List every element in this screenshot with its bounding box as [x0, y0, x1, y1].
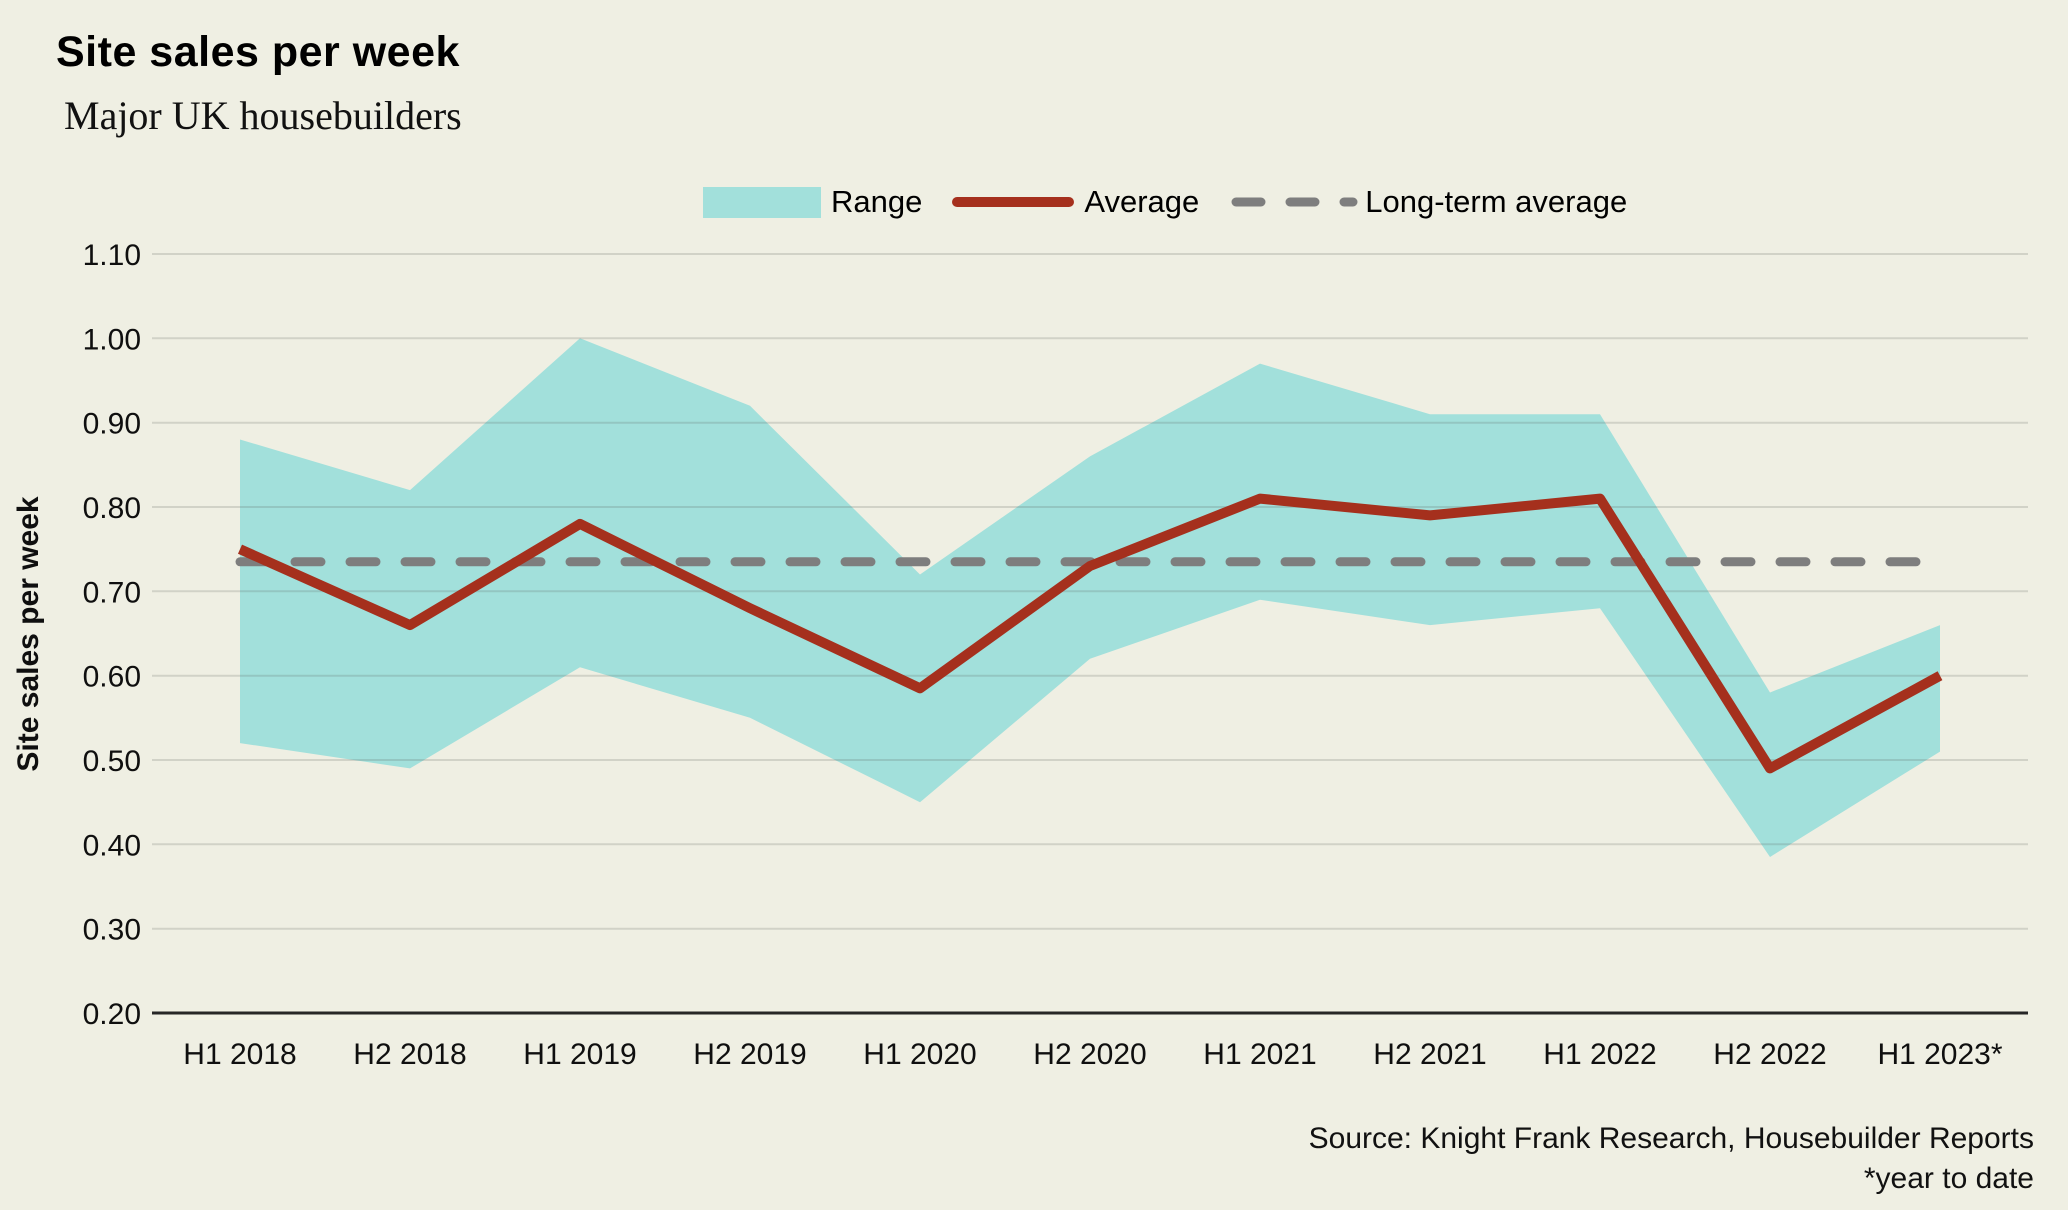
y-tick-label: 0.30 [83, 914, 141, 947]
y-axis-title: Site sales per week [12, 496, 45, 771]
source-line: Source: Knight Frank Research, Housebuil… [1308, 1122, 2034, 1155]
legend-longterm-swatch [1231, 197, 1358, 207]
x-tick-label: H2 2021 [1373, 1038, 1486, 1071]
page-subtitle: Major UK housebuilders [64, 93, 462, 138]
legend-range-label: Range [831, 184, 923, 219]
y-tick-label: 1.10 [83, 239, 141, 272]
x-tick-label: H1 2021 [1203, 1038, 1316, 1071]
x-tick-label: H1 2023* [1877, 1038, 2002, 1071]
legend-average-label: Average [1084, 184, 1200, 219]
page-title: Site sales per week [56, 28, 460, 76]
x-tick-label: H1 2022 [1543, 1038, 1656, 1071]
y-tick-label: 0.20 [83, 998, 141, 1031]
average-line [237, 493, 1943, 774]
x-tick-label: H2 2018 [353, 1038, 466, 1071]
legend-range-swatch [703, 186, 821, 218]
x-tick-label: H2 2019 [693, 1038, 806, 1071]
x-tick-label: H2 2020 [1033, 1038, 1146, 1071]
range-band [240, 338, 1940, 857]
y-tick-label: 0.40 [83, 829, 141, 862]
legend: Range Average Long-term average [703, 185, 1627, 219]
y-tick-label: 0.60 [83, 661, 141, 694]
x-tick-label: H1 2019 [523, 1038, 636, 1071]
legend-average-swatch [952, 197, 1075, 207]
x-tick-label: H1 2020 [863, 1038, 976, 1071]
legend-longterm-label: Long-term average [1365, 184, 1628, 219]
y-tick-label: 0.70 [83, 576, 141, 609]
y-tick-label: 0.80 [83, 492, 141, 525]
footnote: *year to date [1863, 1162, 2034, 1195]
y-tick-label: 0.90 [83, 408, 141, 441]
x-tick-label: H1 2018 [183, 1038, 296, 1071]
y-tick-label: 0.50 [83, 745, 141, 778]
y-tick-label: 1.00 [83, 323, 141, 356]
x-tick-label: H2 2022 [1713, 1038, 1826, 1071]
